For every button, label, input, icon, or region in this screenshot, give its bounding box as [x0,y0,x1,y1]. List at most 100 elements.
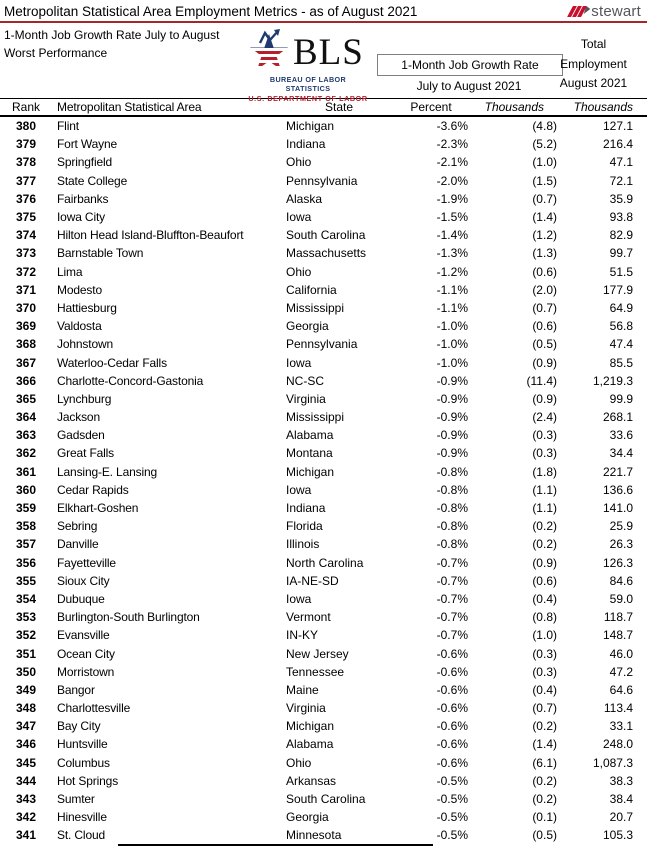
state-cell: Minnesota [286,828,342,843]
stewart-logo: stewart [567,0,647,20]
msa-cell: Fayetteville [57,555,116,570]
table-row: 367 Waterloo-Cedar Falls Iowa -1.0% (0.9) 85.… [0,353,647,371]
growth-rate-box: 1-Month Job Growth Rate [377,54,563,76]
thousands-cell: (1.1) [532,482,557,497]
total-cell: 64.9 [609,300,633,315]
rank-cell: 345 [15,755,37,770]
rank-cell: 377 [15,173,37,188]
state-cell: California [286,282,337,297]
total-cell: 38.3 [609,773,633,788]
total-cell: 34.4 [609,446,633,461]
thousands-cell: (11.4) [526,373,557,388]
rank-cell: 348 [15,701,37,716]
table-row: 374 Hilton Head Island-Bluffton-Beaufort S… [0,226,647,244]
rank-cell: 360 [15,482,37,497]
rank-cell: 378 [15,155,37,170]
state-cell: Pennsylvania [286,173,358,188]
state-cell: Alabama [286,428,334,443]
state-cell: Illinois [286,537,320,552]
thousands-cell: (0.9) [532,391,557,406]
msa-cell: Fairbanks [57,191,109,206]
rank-cell: 351 [15,646,37,661]
percent-cell: -0.7% [436,610,468,625]
state-cell: Georgia [286,810,329,825]
thousands-cell: (0.2) [532,773,557,788]
rank-cell: 366 [15,373,37,388]
total-cell: 85.5 [609,355,633,370]
table-row: 350 Morristown Tennessee -0.6% (0.3) 47.2 [0,663,647,681]
rank-cell: 347 [15,719,37,734]
table-row: 358 Sebring Florida -0.8% (0.2) 25.9 [0,517,647,535]
msa-cell: Huntsville [57,737,108,752]
msa-cell: Ocean City [57,646,115,661]
table-row: 363 Gadsden Alabama -0.9% (0.3) 33.6 [0,426,647,444]
state-cell: Michigan [286,719,335,734]
rank-cell: 344 [15,773,37,788]
msa-cell: Sioux City [57,573,110,588]
thousands-cell: (0.9) [532,555,557,570]
percent-cell: -2.0% [436,173,468,188]
thousands-cell: (0.7) [532,701,557,716]
thousands-cell: (0.3) [532,664,557,679]
state-cell: Ohio [286,755,312,770]
state-cell: Maine [286,682,319,697]
percent-cell: -0.9% [436,428,468,443]
msa-cell: Evansville [57,628,110,643]
table-bottom-border [118,844,433,846]
bls-logo: BLS BUREAU OF LABOR STATISTICS U.S. DEPA… [247,29,369,103]
thousands-cell: (2.0) [532,282,557,297]
rank-cell: 342 [15,810,37,825]
percent-cell: -0.6% [436,664,468,679]
table-row: 368 Johnstown Pennsylvania -1.0% (0.5) 47.4 [0,335,647,353]
thousands-cell: (5.2) [532,137,557,152]
msa-cell: Burlington-South Burlington [57,610,200,625]
percent-cell: -0.6% [436,719,468,734]
msa-cell: Hilton Head Island-Bluffton-Beaufort [57,228,244,243]
table-row: 341 St. Cloud Minnesota -0.5% (0.5) 105.3 [0,826,647,844]
total-cell: 84.6 [609,573,633,588]
state-cell: Mississippi [286,410,345,425]
thousands-cell: (1.5) [532,173,557,188]
col-header-thousands: Thousands [484,100,544,114]
thousands-cell: (0.3) [532,446,557,461]
msa-cell: St. Cloud [57,828,106,843]
total-cell: 127.1 [602,119,633,134]
total-header-line2: Employment [560,57,627,71]
table-row: 366 Charlotte-Concord-Gastonia NC-SC -0.9% (… [0,372,647,390]
total-cell: 248.0 [602,737,633,752]
column-header-row: Rank Metropolitan Statistical Area State… [0,98,647,117]
total-cell: 93.8 [609,210,633,225]
table-row: 379 Fort Wayne Indiana -2.3% (5.2) 216.4 [0,135,647,153]
rank-cell: 379 [15,137,37,152]
percent-cell: -0.5% [436,828,468,843]
subtitle-line2: Worst Performance [4,46,108,60]
page-title: Metropolitan Statistical Area Employment… [4,4,418,19]
thousands-cell: (0.7) [532,191,557,206]
thousands-cell: (4.8) [532,119,557,134]
percent-cell: -1.0% [436,319,468,334]
table-row: 377 State College Pennsylvania -2.0% (1.5) 72… [0,172,647,190]
thousands-cell: (0.6) [532,319,557,334]
table-row: 364 Jackson Mississippi -0.9% (2.4) 268.1 [0,408,647,426]
total-cell: 33.6 [609,428,633,443]
rank-cell: 373 [15,246,37,261]
msa-cell: Charlottesville [57,701,131,716]
thousands-cell: (0.8) [532,610,557,625]
percent-cell: -1.1% [436,282,468,297]
percent-cell: -0.7% [436,573,468,588]
col-header-total-thousands: Thousands [573,100,633,114]
rank-cell: 375 [15,210,37,225]
table-row: 375 Iowa City Iowa -1.5% (1.4) 93.8 [0,208,647,226]
msa-cell: Bangor [57,682,95,697]
rank-cell: 370 [15,300,37,315]
percent-cell: -0.6% [436,682,468,697]
thousands-cell: (0.1) [532,810,557,825]
table-row: 356 Fayetteville North Carolina -0.7% (0.9) 1… [0,554,647,572]
col-header-msa: Metropolitan Statistical Area [57,100,202,114]
rank-cell: 372 [15,264,37,279]
state-cell: North Carolina [286,555,364,570]
table-row: 342 Hinesville Georgia -0.5% (0.1) 20.7 [0,808,647,826]
percent-cell: -0.6% [436,646,468,661]
rank-cell: 363 [15,428,37,443]
table-row: 355 Sioux City IA-NE-SD -0.7% (0.6) 84.6 [0,572,647,590]
